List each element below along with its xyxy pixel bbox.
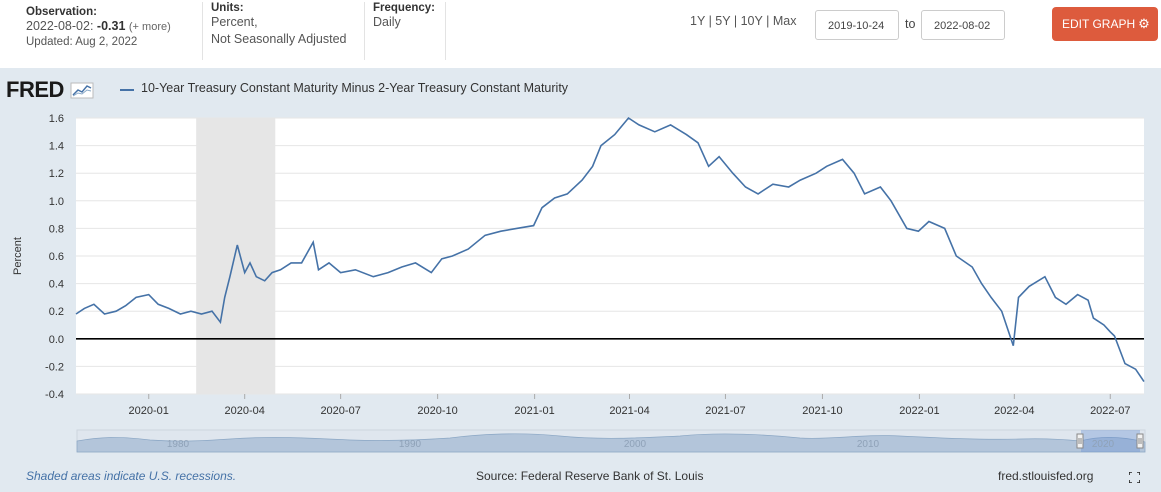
y-tick-label: 1.6 (49, 113, 64, 125)
navigator-area (76, 433, 1146, 453)
x-tick-label: 2021-01 (514, 405, 554, 417)
range-1y-button[interactable]: 1Y (690, 14, 706, 28)
y-tick-label: 0.8 (49, 223, 64, 235)
y-tick-label: -0.4 (45, 389, 64, 401)
y-tick-label: 1.0 (49, 196, 64, 208)
navigator-left-handle[interactable] (1076, 433, 1084, 449)
recession-note: Shaded areas indicate U.S. recessions. (26, 469, 237, 483)
y-tick-label: 0.6 (49, 251, 64, 263)
fred-logo-chart-icon (70, 82, 94, 99)
x-tick-label: 2022-04 (994, 405, 1034, 417)
observation-line: 2022-08-02: -0.31 (+ more) (26, 18, 171, 36)
series-line (75, 116, 1145, 383)
units-block: Units: Percent, Not Seasonally Adjusted (202, 2, 347, 60)
gear-icon: ⚙ (1138, 16, 1150, 31)
navigator-label-1990: 1990 (399, 439, 422, 450)
fullscreen-icon[interactable] (1129, 472, 1140, 483)
x-tick-label: 2020-01 (129, 405, 169, 417)
updated-text: Updated: Aug 2, 2022 (26, 36, 138, 48)
y-tick-label: 1.2 (49, 168, 64, 180)
y-tick-label: -0.2 (45, 361, 64, 373)
range-5y-button[interactable]: 5Y (715, 14, 731, 28)
site-link[interactable]: fred.stlouisfed.org (998, 469, 1094, 483)
observation-block: Observation: 2022-08-02: -0.31 (+ more) … (26, 6, 171, 48)
fred-logo: FRED (6, 77, 94, 103)
navigator-label-1980: 1980 (167, 439, 190, 450)
navigator-right-handle[interactable] (1136, 433, 1144, 449)
navigator-selection[interactable] (1081, 430, 1140, 452)
y-tick-label: 0.4 (49, 279, 64, 291)
x-tick-label: 2021-04 (609, 405, 649, 417)
range-max-button[interactable]: Max (772, 14, 797, 28)
range-10y-button[interactable]: 10Y (740, 14, 763, 28)
observation-value: -0.31 (96, 19, 126, 33)
date-to-input[interactable]: 2022-08-02 (921, 10, 1005, 40)
x-tick-label: 2022-01 (899, 405, 939, 417)
date-from-input[interactable]: 2019-10-24 (815, 10, 899, 40)
x-tick-group: 2020-01 2020-04 2020-07 2020-10 2021-01 2021-… (129, 394, 1130, 417)
frequency-block: Frequency: Daily (364, 2, 446, 60)
y-tick-group: 1.6 1.4 1.2 1.0 0.8 0.6 0.4 0.2 0.0 -0.2 -0.4 (45, 113, 64, 401)
range-buttons: 1Y | 5Y | 10Y | Max (690, 14, 796, 28)
range-separator: | (708, 14, 712, 28)
navigator-label-2010: 2010 (857, 439, 880, 450)
chart-title: 10-Year Treasury Constant Maturity Minus… (141, 81, 569, 95)
x-tick-label: 2020-07 (320, 405, 360, 417)
frequency-value: Daily (373, 15, 401, 29)
range-separator: | (733, 14, 738, 28)
y-tick-label: 0.2 (49, 306, 64, 318)
observation-more-link[interactable]: (+ more) (128, 21, 171, 33)
date-to-label: to (905, 17, 916, 31)
edit-graph-label: EDIT GRAPH (1062, 17, 1136, 31)
edit-graph-button[interactable]: EDIT GRAPH ⚙ (1052, 7, 1158, 41)
y-tick-label: 0.0 (49, 334, 64, 346)
range-navigator[interactable]: 1980 1990 2000 2010 2020 (76, 429, 1146, 453)
x-tick-label: 2021-10 (802, 405, 842, 417)
x-tick-label: 2021-07 (705, 405, 745, 417)
observation-date: 2022-08-02: (26, 19, 94, 33)
legend-series-swatch (120, 89, 134, 91)
units-line1: Percent, (211, 15, 258, 29)
x-tick-label: 2020-04 (224, 405, 264, 417)
y-axis-label: Percent (12, 237, 24, 275)
frequency-label: Frequency: (373, 2, 435, 14)
header-bar: Observation: 2022-08-02: -0.31 (+ more) … (0, 0, 1161, 66)
y-tick-label: 1.4 (49, 141, 64, 153)
source-text: Source: Federal Reserve Bank of St. Loui… (476, 469, 704, 483)
x-tick-label: 2020-10 (417, 405, 457, 417)
range-separator: | (766, 14, 770, 28)
x-tick-label: 2022-07 (1090, 405, 1130, 417)
navigator-label-2000: 2000 (624, 439, 647, 450)
navigator-label-2020: 2020 (1092, 439, 1115, 450)
fred-logo-text: FRED (6, 77, 64, 102)
observation-label: Observation: (26, 6, 97, 18)
units-line2: Not Seasonally Adjusted (211, 32, 347, 46)
units-label: Units: (211, 2, 244, 14)
